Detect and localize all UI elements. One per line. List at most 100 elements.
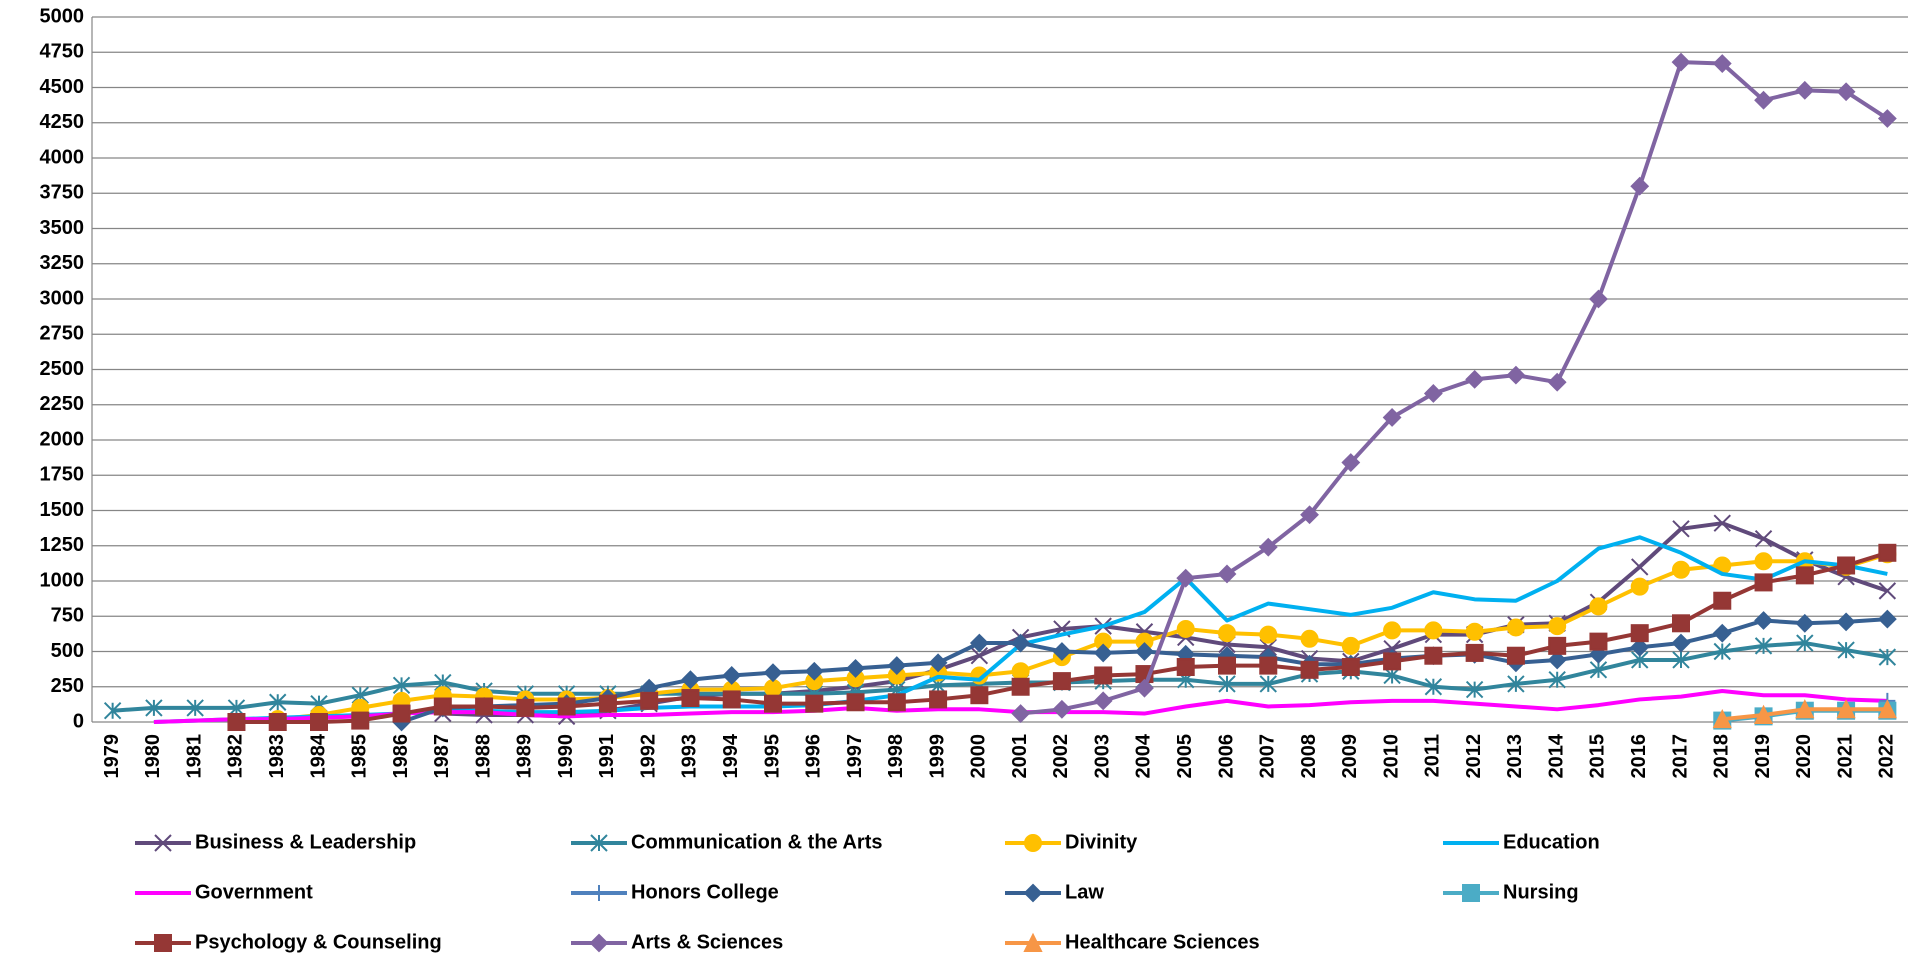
- marker: [433, 697, 452, 716]
- marker: [1712, 623, 1732, 643]
- marker: [640, 691, 659, 710]
- marker: [1135, 642, 1154, 661]
- marker: [1506, 618, 1525, 637]
- legend-label: Government: [195, 881, 313, 903]
- marker: [1382, 408, 1402, 427]
- x-tick-label: 1996: [803, 734, 825, 779]
- marker: [1011, 677, 1030, 696]
- marker: [1507, 675, 1525, 693]
- marker: [1052, 642, 1072, 661]
- marker: [1754, 90, 1773, 110]
- x-tick-label: 2012: [1463, 734, 1485, 779]
- marker: [1877, 699, 1897, 719]
- marker: [1672, 560, 1690, 579]
- marker: [1630, 176, 1650, 196]
- y-tick-label: 3250: [40, 252, 85, 274]
- x-tick-label: 1984: [307, 733, 329, 778]
- marker: [1672, 614, 1690, 633]
- y-tick-label: 2750: [40, 323, 85, 345]
- marker: [1176, 658, 1195, 677]
- x-tick-label: 2004: [1133, 733, 1155, 778]
- marker: [1465, 622, 1484, 641]
- y-tick-label: 2500: [40, 358, 85, 380]
- marker: [1465, 680, 1484, 699]
- marker: [145, 699, 163, 717]
- x-tick-label: 1993: [679, 734, 701, 779]
- x-tick-label: 2014: [1545, 733, 1567, 778]
- marker: [1836, 612, 1856, 632]
- marker: [103, 702, 122, 720]
- series-line: [277, 552, 1888, 722]
- series-line: [112, 641, 1888, 713]
- y-tick-label: 1000: [40, 569, 85, 591]
- x-tick-label: 1987: [431, 734, 453, 779]
- marker: [1011, 704, 1031, 723]
- y-tick-label: 1250: [40, 534, 85, 556]
- marker: [928, 653, 948, 673]
- marker: [1713, 514, 1731, 532]
- marker: [764, 679, 782, 698]
- marker: [722, 690, 741, 709]
- y-tick-label: 2250: [40, 393, 85, 415]
- marker: [805, 694, 824, 713]
- x-tick-label: 2008: [1298, 734, 1320, 779]
- marker: [1631, 558, 1649, 576]
- marker: [1024, 834, 1042, 852]
- x-tick-label: 2009: [1339, 734, 1361, 779]
- marker: [310, 713, 328, 731]
- marker: [1218, 656, 1236, 675]
- marker: [1093, 691, 1113, 711]
- marker: [1671, 633, 1691, 653]
- marker: [1878, 582, 1897, 600]
- marker: [1795, 613, 1815, 633]
- marker: [846, 659, 865, 678]
- marker: [1383, 621, 1402, 640]
- marker: [269, 693, 287, 711]
- y-tick-label: 750: [51, 605, 84, 627]
- legend-label: Honors College: [631, 881, 779, 903]
- y-tick-label: 1750: [40, 464, 85, 486]
- legend-label: Psychology & Counseling: [195, 931, 442, 953]
- marker: [1259, 625, 1278, 644]
- y-tick-label: 3500: [40, 217, 85, 239]
- marker: [1548, 670, 1566, 689]
- x-tick-label: 2018: [1711, 734, 1733, 779]
- legend-label: Nursing: [1503, 881, 1579, 903]
- marker: [1878, 543, 1897, 562]
- x-tick-label: 1989: [514, 734, 536, 779]
- marker: [1547, 372, 1567, 392]
- marker: [1218, 675, 1236, 693]
- x-tick-label: 2005: [1174, 734, 1196, 779]
- x-tick-label: 1998: [885, 734, 907, 779]
- marker: [1423, 384, 1443, 403]
- marker: [1506, 646, 1525, 665]
- marker: [1135, 678, 1154, 698]
- marker: [1754, 611, 1773, 630]
- marker: [1672, 651, 1690, 669]
- marker: [970, 686, 989, 705]
- marker: [392, 676, 411, 695]
- marker: [1383, 652, 1402, 671]
- marker: [1630, 624, 1649, 643]
- marker: [351, 711, 370, 730]
- marker: [763, 663, 783, 683]
- marker: [1424, 621, 1443, 640]
- legend-label: Communication & the Arts: [631, 831, 883, 853]
- marker: [1877, 109, 1897, 128]
- x-tick-label: 1979: [101, 734, 123, 779]
- x-tick-label: 2019: [1752, 734, 1774, 779]
- marker: [1218, 624, 1236, 643]
- marker: [1341, 453, 1361, 472]
- marker: [1424, 646, 1443, 665]
- marker: [929, 690, 948, 709]
- x-tick-label: 1995: [761, 734, 783, 779]
- marker: [1589, 289, 1608, 309]
- legend-label: Education: [1503, 831, 1600, 853]
- marker: [1023, 932, 1043, 952]
- marker: [1672, 520, 1690, 538]
- y-tick-label: 4500: [40, 76, 85, 98]
- marker: [1754, 637, 1773, 655]
- marker: [1548, 636, 1567, 655]
- marker: [1259, 656, 1278, 675]
